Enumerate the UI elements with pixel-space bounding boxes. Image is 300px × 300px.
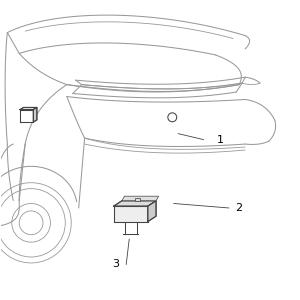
Polygon shape bbox=[33, 107, 37, 122]
Bar bbox=[135, 198, 140, 201]
Polygon shape bbox=[148, 201, 156, 222]
Polygon shape bbox=[114, 206, 148, 222]
Text: 1: 1 bbox=[216, 135, 223, 145]
Polygon shape bbox=[114, 201, 156, 206]
Text: 3: 3 bbox=[112, 260, 119, 269]
Text: 2: 2 bbox=[236, 203, 243, 213]
Polygon shape bbox=[122, 196, 159, 201]
Polygon shape bbox=[20, 110, 33, 122]
Polygon shape bbox=[20, 107, 37, 110]
